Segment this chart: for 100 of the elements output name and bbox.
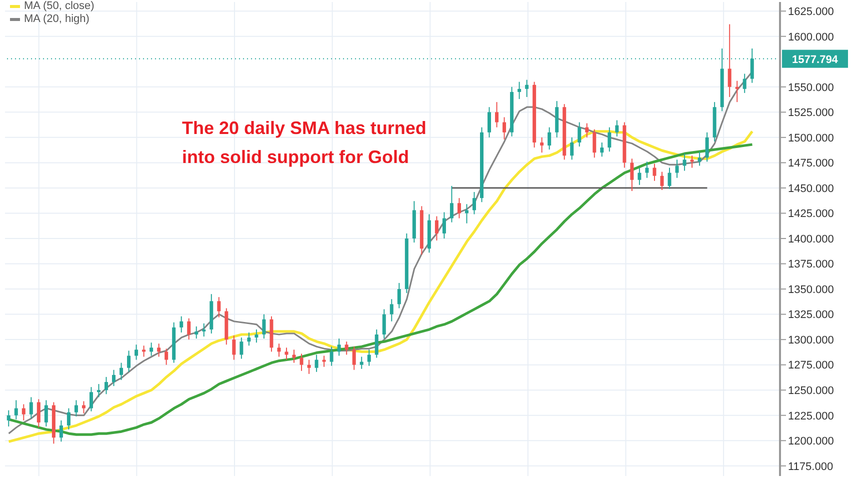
candlestick xyxy=(698,151,702,166)
candlestick xyxy=(638,167,642,186)
candlestick xyxy=(608,126,612,152)
y-tick-label: 1325.000 xyxy=(788,309,834,322)
candlestick xyxy=(367,349,371,366)
candlestick xyxy=(525,79,529,98)
candlestick xyxy=(352,346,356,370)
candlestick xyxy=(578,122,582,148)
candlestick xyxy=(374,328,378,358)
candlestick xyxy=(232,335,236,360)
candlestick xyxy=(322,355,326,368)
candlestick xyxy=(540,136,544,154)
candlestick xyxy=(194,326,198,340)
candlestick xyxy=(202,322,206,338)
candlestick xyxy=(59,420,63,442)
candlestick xyxy=(472,192,476,215)
y-tick-label: 1250.000 xyxy=(788,385,834,397)
candlestick xyxy=(690,155,694,168)
candlestick xyxy=(360,356,364,370)
candlestick xyxy=(314,354,318,372)
candlestick xyxy=(277,343,281,358)
candlestick xyxy=(29,396,33,419)
candlestick xyxy=(735,80,739,103)
candlestick xyxy=(112,369,116,387)
candlestick xyxy=(464,204,468,224)
legend-label: MA (50, close) xyxy=(24,0,94,13)
legend-label: MA (20, high) xyxy=(24,13,90,26)
y-tick-label: 1550.000 xyxy=(788,82,834,94)
candlestick xyxy=(675,159,679,178)
y-tick-label: 1375.000 xyxy=(788,258,834,271)
candlestick xyxy=(247,332,251,346)
candlestick xyxy=(292,349,296,364)
candlestick xyxy=(660,171,664,190)
candlestick xyxy=(668,167,672,190)
y-tick-label: 1200.000 xyxy=(788,436,834,448)
y-tick-label: 1425.000 xyxy=(788,208,834,220)
candlestick xyxy=(548,126,552,150)
candlestick xyxy=(307,359,311,374)
y-tick-label: 1275.000 xyxy=(788,360,834,372)
candlestick xyxy=(337,338,341,356)
candlestick xyxy=(728,24,732,98)
ref-line-label: 1577.794 xyxy=(792,54,839,66)
candlestick xyxy=(300,353,304,372)
candlestick xyxy=(157,343,161,358)
candlestick xyxy=(104,376,108,395)
y-tick-label: 1475.000 xyxy=(788,158,834,170)
candlestick xyxy=(344,341,348,356)
y-tick-label: 1625.000 xyxy=(788,6,834,18)
candlestick xyxy=(120,362,124,380)
candlestick xyxy=(397,282,401,309)
candlestick xyxy=(254,328,258,344)
candlestick xyxy=(330,346,334,366)
candlestick xyxy=(240,337,244,360)
candlestick xyxy=(66,408,70,430)
y-tick-label: 1450.000 xyxy=(788,182,834,195)
candlestick xyxy=(262,314,266,340)
candlestick xyxy=(495,102,499,128)
candlestick xyxy=(96,384,100,398)
y-tick-label: 1225.000 xyxy=(788,410,834,422)
candlestick xyxy=(82,400,86,414)
candlestick xyxy=(6,410,10,427)
y-tick-label: 1600.000 xyxy=(788,31,834,44)
candlestick xyxy=(22,404,26,421)
candlestick xyxy=(570,136,574,160)
candlestick xyxy=(187,318,191,340)
candlestick xyxy=(134,344,138,360)
candlestick xyxy=(600,142,604,158)
candlestick xyxy=(434,216,438,242)
candlestick xyxy=(164,348,168,366)
y-tick-label: 1350.000 xyxy=(788,284,834,296)
candlestick xyxy=(682,153,686,172)
candlestick xyxy=(592,128,596,158)
candlestick xyxy=(518,81,522,100)
candlestick xyxy=(652,163,656,182)
candlestick xyxy=(615,120,619,137)
y-tick-label: 1175.000 xyxy=(788,460,834,473)
candlestick xyxy=(74,400,78,417)
candlestick xyxy=(382,308,386,340)
candlestick xyxy=(457,198,461,219)
candlestick xyxy=(89,386,93,412)
y-tick-label: 1500.000 xyxy=(788,132,834,144)
candlestick xyxy=(150,342,154,356)
candlestick xyxy=(44,400,48,427)
candlestick xyxy=(142,345,146,358)
candlestick xyxy=(180,316,184,333)
candlestick xyxy=(645,161,649,178)
candlestick xyxy=(442,212,446,239)
y-tick-label: 1300.000 xyxy=(788,334,834,346)
candlestick xyxy=(742,73,746,94)
candlestick xyxy=(705,132,709,162)
candlestick xyxy=(127,350,131,372)
candlestick xyxy=(502,116,506,140)
y-tick-label: 1400.000 xyxy=(788,233,834,246)
candlestick xyxy=(450,185,454,223)
candlestick xyxy=(390,298,394,322)
candlestick xyxy=(217,296,221,318)
candlestick xyxy=(284,347,288,360)
candlestick xyxy=(14,400,18,420)
candlestick xyxy=(36,398,40,428)
y-tick-label: 1525.000 xyxy=(788,107,834,120)
